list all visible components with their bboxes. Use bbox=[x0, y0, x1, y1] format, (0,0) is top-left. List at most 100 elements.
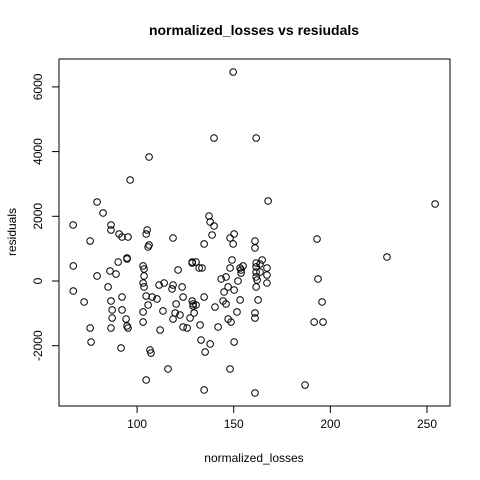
point bbox=[112, 270, 120, 278]
point bbox=[145, 153, 153, 161]
x-tick-label: 250 bbox=[417, 417, 437, 431]
point bbox=[179, 323, 187, 331]
point bbox=[122, 315, 130, 323]
x-tick-label: 150 bbox=[224, 417, 244, 431]
point bbox=[99, 209, 107, 217]
point bbox=[239, 262, 247, 270]
y-tick-label: -2000 bbox=[31, 330, 45, 361]
point bbox=[256, 268, 264, 276]
point bbox=[80, 298, 88, 306]
point bbox=[169, 234, 177, 242]
point bbox=[93, 198, 101, 206]
point bbox=[106, 267, 114, 275]
point bbox=[145, 241, 153, 249]
point bbox=[208, 231, 216, 239]
point bbox=[318, 298, 326, 306]
point bbox=[201, 348, 209, 356]
point bbox=[140, 283, 148, 291]
point bbox=[69, 287, 78, 295]
point bbox=[124, 233, 132, 241]
point bbox=[186, 314, 194, 322]
point bbox=[93, 272, 101, 280]
point bbox=[183, 324, 191, 332]
point bbox=[172, 300, 180, 308]
point bbox=[169, 315, 177, 323]
point bbox=[252, 134, 260, 142]
point bbox=[118, 293, 126, 301]
point bbox=[211, 303, 219, 311]
point bbox=[87, 338, 95, 346]
point bbox=[230, 230, 238, 238]
point bbox=[107, 221, 115, 229]
point bbox=[219, 297, 227, 305]
point bbox=[251, 314, 259, 322]
point bbox=[229, 240, 237, 248]
y-tick-label: 4000 bbox=[31, 138, 45, 165]
point bbox=[126, 176, 134, 184]
point bbox=[206, 340, 214, 348]
point bbox=[123, 254, 131, 262]
point bbox=[192, 258, 200, 266]
point bbox=[222, 273, 230, 281]
point bbox=[210, 134, 218, 142]
point bbox=[229, 68, 237, 76]
point bbox=[155, 281, 163, 289]
point bbox=[114, 258, 122, 266]
point bbox=[104, 283, 112, 291]
y-tick-label: 2000 bbox=[31, 203, 45, 230]
chart-title: normalized_losses vs resiudals bbox=[149, 22, 359, 38]
point bbox=[234, 277, 242, 285]
point bbox=[251, 389, 259, 397]
point bbox=[431, 200, 439, 208]
point bbox=[159, 307, 167, 315]
point bbox=[252, 259, 260, 267]
point bbox=[224, 315, 232, 323]
point bbox=[224, 283, 232, 291]
point bbox=[179, 293, 187, 301]
point bbox=[142, 230, 150, 238]
y-tick-label: 6000 bbox=[31, 73, 45, 100]
point bbox=[251, 309, 259, 317]
point bbox=[301, 381, 309, 389]
point bbox=[226, 234, 234, 242]
point bbox=[252, 283, 260, 291]
point bbox=[69, 221, 77, 229]
x-axis-label: normalized_losses bbox=[204, 451, 303, 465]
y-tick-label: 0 bbox=[31, 277, 45, 284]
point bbox=[230, 338, 238, 346]
point bbox=[226, 264, 234, 272]
point bbox=[146, 346, 154, 354]
point bbox=[86, 324, 94, 332]
point bbox=[237, 266, 245, 274]
point bbox=[210, 222, 218, 230]
point bbox=[237, 269, 245, 277]
point bbox=[143, 226, 151, 234]
point bbox=[236, 296, 244, 304]
point bbox=[139, 318, 147, 326]
point bbox=[118, 306, 126, 314]
point bbox=[108, 314, 116, 322]
point bbox=[254, 296, 262, 304]
point bbox=[196, 321, 204, 329]
point bbox=[314, 275, 322, 283]
point bbox=[188, 258, 196, 266]
point bbox=[107, 297, 115, 305]
point bbox=[313, 235, 321, 243]
point bbox=[198, 264, 206, 272]
point bbox=[124, 324, 132, 332]
point bbox=[178, 283, 186, 291]
point bbox=[107, 324, 115, 332]
point bbox=[168, 285, 176, 293]
point bbox=[319, 318, 327, 326]
point bbox=[263, 279, 271, 287]
point bbox=[160, 279, 168, 287]
point bbox=[140, 272, 148, 280]
point bbox=[258, 256, 266, 264]
point bbox=[256, 260, 264, 268]
point bbox=[383, 253, 391, 261]
plot-box bbox=[58, 58, 451, 407]
x-tick-label: 100 bbox=[127, 417, 147, 431]
point bbox=[252, 273, 260, 281]
point bbox=[164, 365, 172, 373]
